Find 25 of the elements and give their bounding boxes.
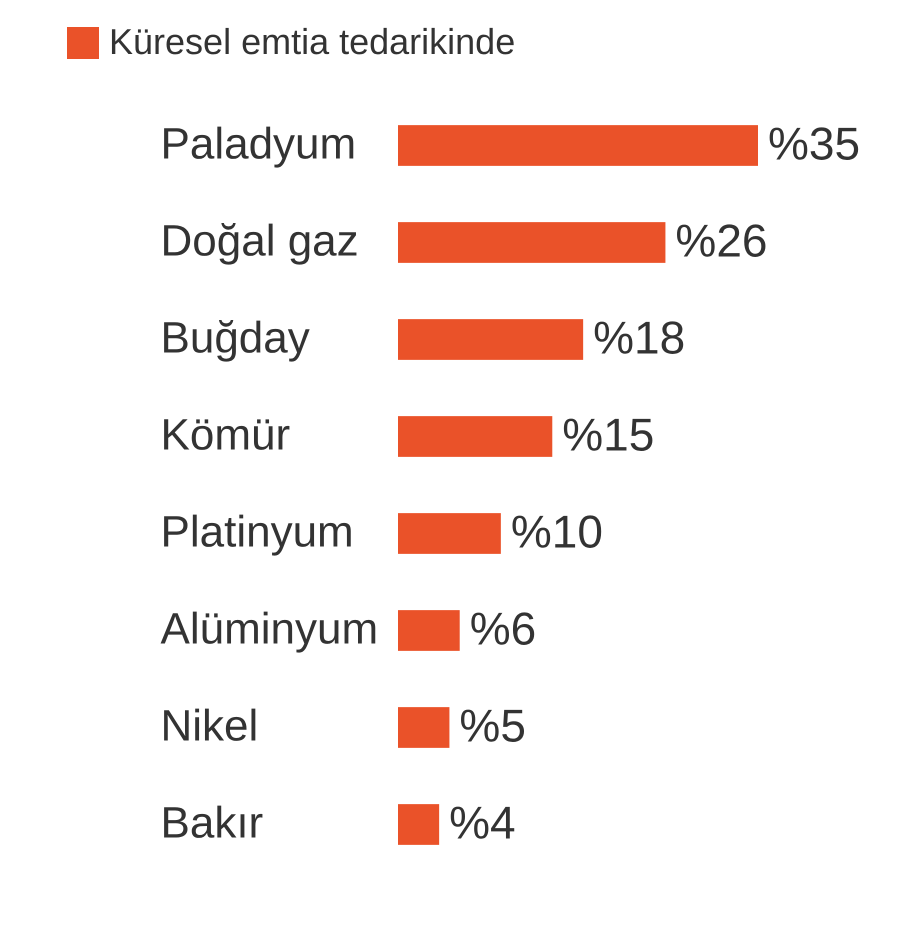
y-tick-label: Alüminyum [160, 604, 378, 654]
bar [398, 319, 584, 360]
data-label: %26 [675, 214, 768, 266]
y-tick-label: Buğday [160, 314, 310, 362]
bar [398, 513, 501, 554]
data-label: %15 [562, 408, 654, 460]
bar [398, 804, 440, 845]
y-tick-label: Nikel [160, 702, 258, 750]
data-label: %5 [459, 700, 526, 752]
bar [398, 125, 758, 166]
bar [398, 610, 460, 651]
y-tick-label: Kömür [160, 410, 290, 460]
data-label: %18 [593, 312, 686, 364]
y-tick-label: Platinyum [160, 508, 354, 556]
legend-label: Küresel emtia tedarikinde [109, 21, 516, 62]
y-tick-label: Bakır [160, 798, 264, 848]
bar [398, 707, 450, 748]
y-tick-label: Paladyum [160, 120, 356, 168]
data-label: %4 [449, 796, 516, 848]
bar [398, 222, 666, 263]
y-tick-label: Doğal gaz [160, 216, 359, 266]
bar [398, 416, 552, 457]
data-label: %35 [768, 118, 860, 170]
data-label: %6 [470, 602, 536, 654]
data-label: %10 [510, 506, 603, 558]
